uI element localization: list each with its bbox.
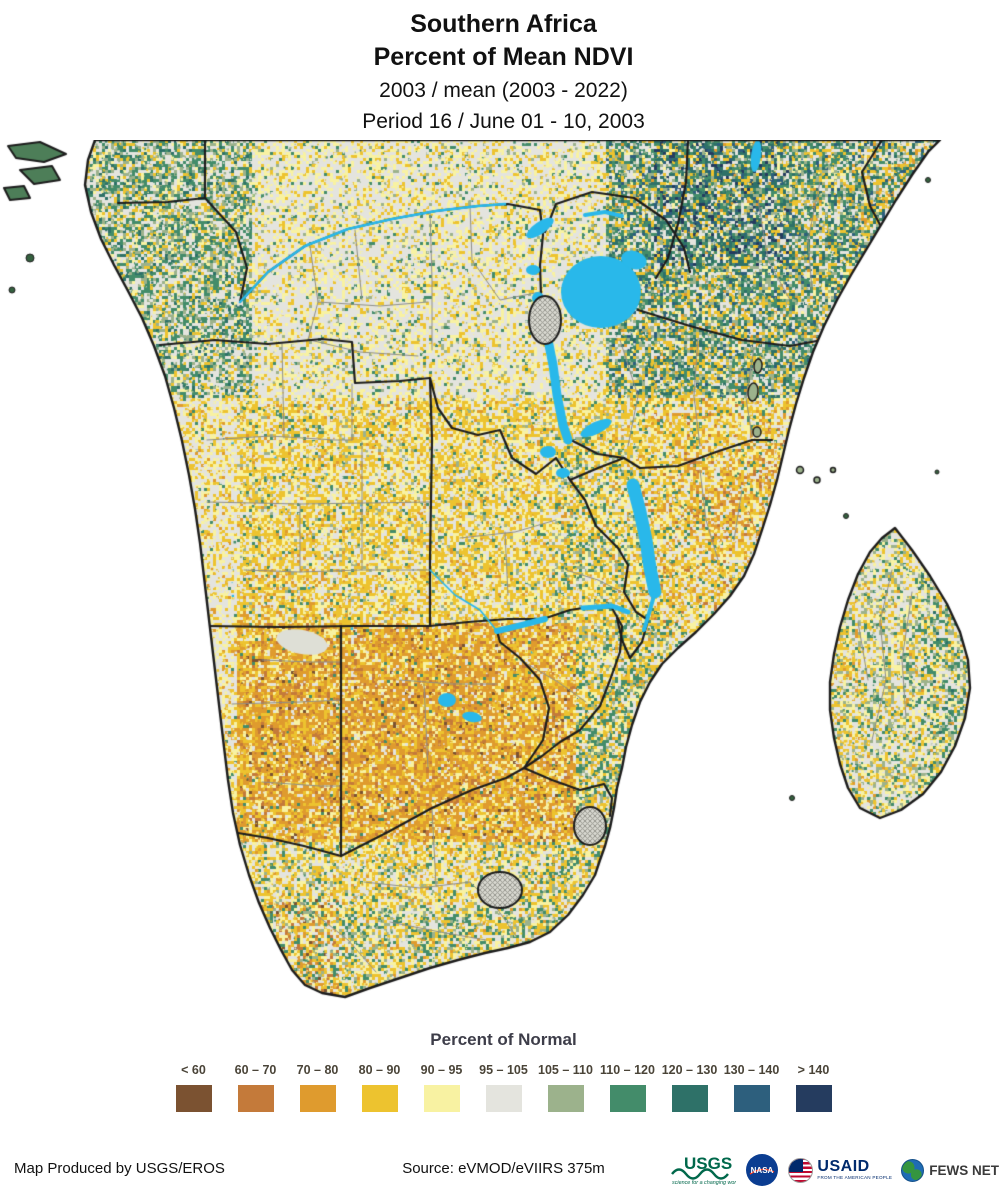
legend-swatch [671,1085,708,1112]
legend-item-label: 90 – 95 [420,1063,463,1077]
fewsnet-globe-icon [901,1158,925,1182]
footer: Map Produced by USGS/EROS Source: eVMOD/… [0,1146,1007,1194]
legend-item-label: < 60 [181,1063,206,1077]
legend-item-label: 120 – 130 [661,1063,718,1077]
legend-item-label: 110 – 120 [600,1063,655,1077]
legend-item: 70 – 80 [289,1063,347,1112]
usaid-logo-text: USAID [817,1157,870,1175]
legend-item-label: 70 – 80 [296,1063,339,1077]
fewsnet-logo-text: FEWS NET [929,1162,999,1178]
usaid-tagline-text: FROM THE AMERICAN PEOPLE [817,1175,893,1181]
usgs-wave-icon [671,1168,730,1180]
legend-item-label: 80 – 90 [358,1063,401,1077]
legend-swatch [299,1085,336,1112]
legend-swatch [547,1085,584,1112]
legend-swatch [609,1085,646,1112]
legend: Percent of Normal < 60 60 – 70 70 – 80 80 –… [0,1030,1007,1112]
legend-swatch [175,1085,212,1112]
nasa-swoosh-icon [750,1168,775,1175]
legend-item: 90 – 95 [413,1063,471,1112]
produced-by-text: Map Produced by USGS/EROS [14,1160,225,1177]
legend-item: > 140 [785,1063,843,1112]
legend-item: 105 – 110 [537,1063,595,1112]
legend-swatch [361,1085,398,1112]
legend-item: 95 – 105 [475,1063,533,1112]
legend-title: Percent of Normal [430,1030,577,1049]
legend-item: 130 – 140 [723,1063,781,1112]
logo-row: USGS science for a changing world NASA U… [670,1148,999,1192]
legend-item-label: 105 – 110 [538,1063,593,1077]
legend-items: < 60 60 – 70 70 – 80 80 – 90 90 – 95 95 – 105… [0,1063,1007,1112]
legend-item: 110 – 120 [599,1063,657,1112]
usgs-tagline-text: science for a changing world [672,1180,736,1186]
usaid-logo: USAID FROM THE AMERICAN PEOPLE [788,1157,893,1183]
legend-swatch [237,1085,274,1112]
legend-item-label: > 140 [797,1063,830,1077]
usgs-logo-text: USGS [684,1154,732,1173]
map-subtitle-ratio: 2003 / mean (2003 - 2022) [379,78,628,102]
legend-item: 60 – 70 [227,1063,285,1112]
title-block: Southern Africa Percent of Mean NDVI 200… [0,6,1007,134]
legend-item: 80 – 90 [351,1063,409,1112]
legend-item-label: 130 – 140 [723,1063,780,1077]
map-subtitle-period: Period 16 / June 01 - 10, 2003 [362,109,645,133]
legend-item: < 60 [165,1063,223,1112]
legend-swatch [733,1085,770,1112]
fewsnet-logo: FEWS NET [901,1158,999,1182]
legend-item: 120 – 130 [661,1063,719,1112]
legend-item-label: 95 – 105 [479,1063,528,1077]
nasa-logo-text: NASA [751,1166,774,1175]
usaid-emblem-icon [788,1157,814,1183]
usgs-logo-icon: USGS science for a changing world [671,1154,736,1186]
legend-swatch [795,1085,832,1112]
legend-item-label: 60 – 70 [234,1063,277,1077]
map-title-line1: Southern Africa [410,10,597,38]
legend-swatch [423,1085,460,1112]
map-title-line2: Percent of Mean NDVI [373,42,634,71]
legend-swatch [485,1085,522,1112]
nasa-logo-icon: NASA [746,1154,779,1186]
source-text: Source: eVMOD/eVIIRS 375m [402,1160,605,1177]
ndvi-map [0,140,1007,1025]
